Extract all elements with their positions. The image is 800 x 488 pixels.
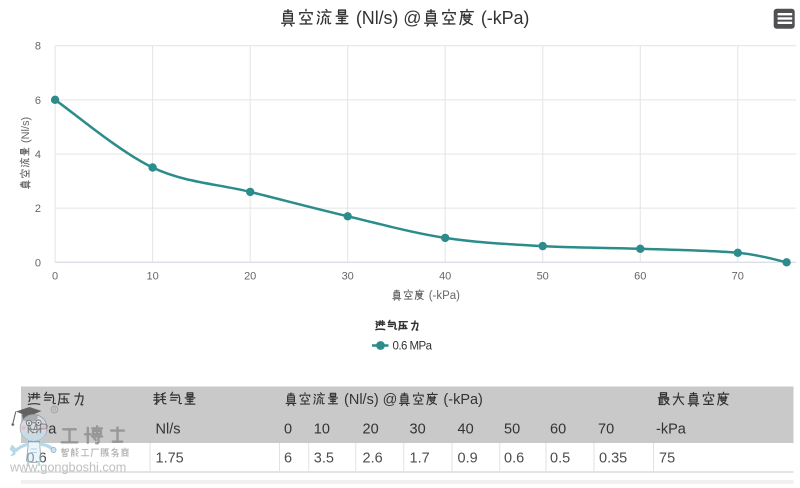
svg-text:50: 50 [504,422,520,438]
svg-text:60: 60 [550,422,566,438]
svg-text:10: 10 [146,271,158,283]
svg-text:2.6: 2.6 [363,451,383,467]
svg-text:-kPa: -kPa [656,422,687,438]
svg-text:30: 30 [410,422,426,438]
svg-text:0: 0 [35,257,41,269]
svg-text:www.gongboshi.com: www.gongboshi.com [9,461,126,475]
svg-text:(Nl/s): (Nl/s) [20,117,32,146]
svg-text:50: 50 [537,271,549,283]
svg-text:0: 0 [52,271,58,283]
svg-text:0.6 MPa: 0.6 MPa [393,341,433,353]
svg-text:0: 0 [284,422,292,438]
svg-text:0.35: 0.35 [599,451,627,467]
svg-text:Nl/s: Nl/s [156,422,181,438]
svg-text:(-kPa): (-kPa) [476,8,529,28]
svg-text:MPa: MPa [27,422,58,438]
svg-text:6: 6 [35,95,41,107]
svg-text:10: 10 [314,422,330,438]
svg-text:20: 20 [244,271,256,283]
svg-text:70: 70 [598,422,614,438]
svg-text:8: 8 [35,41,41,53]
svg-text:3.5: 3.5 [314,451,334,467]
svg-text:0.6: 0.6 [504,451,524,467]
svg-text:2: 2 [35,203,41,215]
svg-text:0.9: 0.9 [458,451,478,467]
svg-text:40: 40 [439,271,451,283]
svg-text:60: 60 [634,271,646,283]
svg-text:(-kPa): (-kPa) [439,392,483,408]
svg-text:70: 70 [732,271,744,283]
svg-text:40: 40 [458,422,474,438]
svg-text:0.5: 0.5 [550,451,570,467]
svg-text:(-kPa): (-kPa) [426,290,461,302]
svg-text:6: 6 [284,451,292,467]
svg-text:(Nl/s) @: (Nl/s) @ [351,8,421,28]
svg-text:R: R [53,408,57,414]
svg-text:(Nl/s) @: (Nl/s) @ [340,392,397,408]
svg-text:4: 4 [35,149,41,161]
svg-text:75: 75 [659,451,675,467]
svg-text:20: 20 [363,422,379,438]
svg-text:1.75: 1.75 [156,451,184,467]
svg-text:1.7: 1.7 [410,451,430,467]
svg-text:30: 30 [342,271,354,283]
